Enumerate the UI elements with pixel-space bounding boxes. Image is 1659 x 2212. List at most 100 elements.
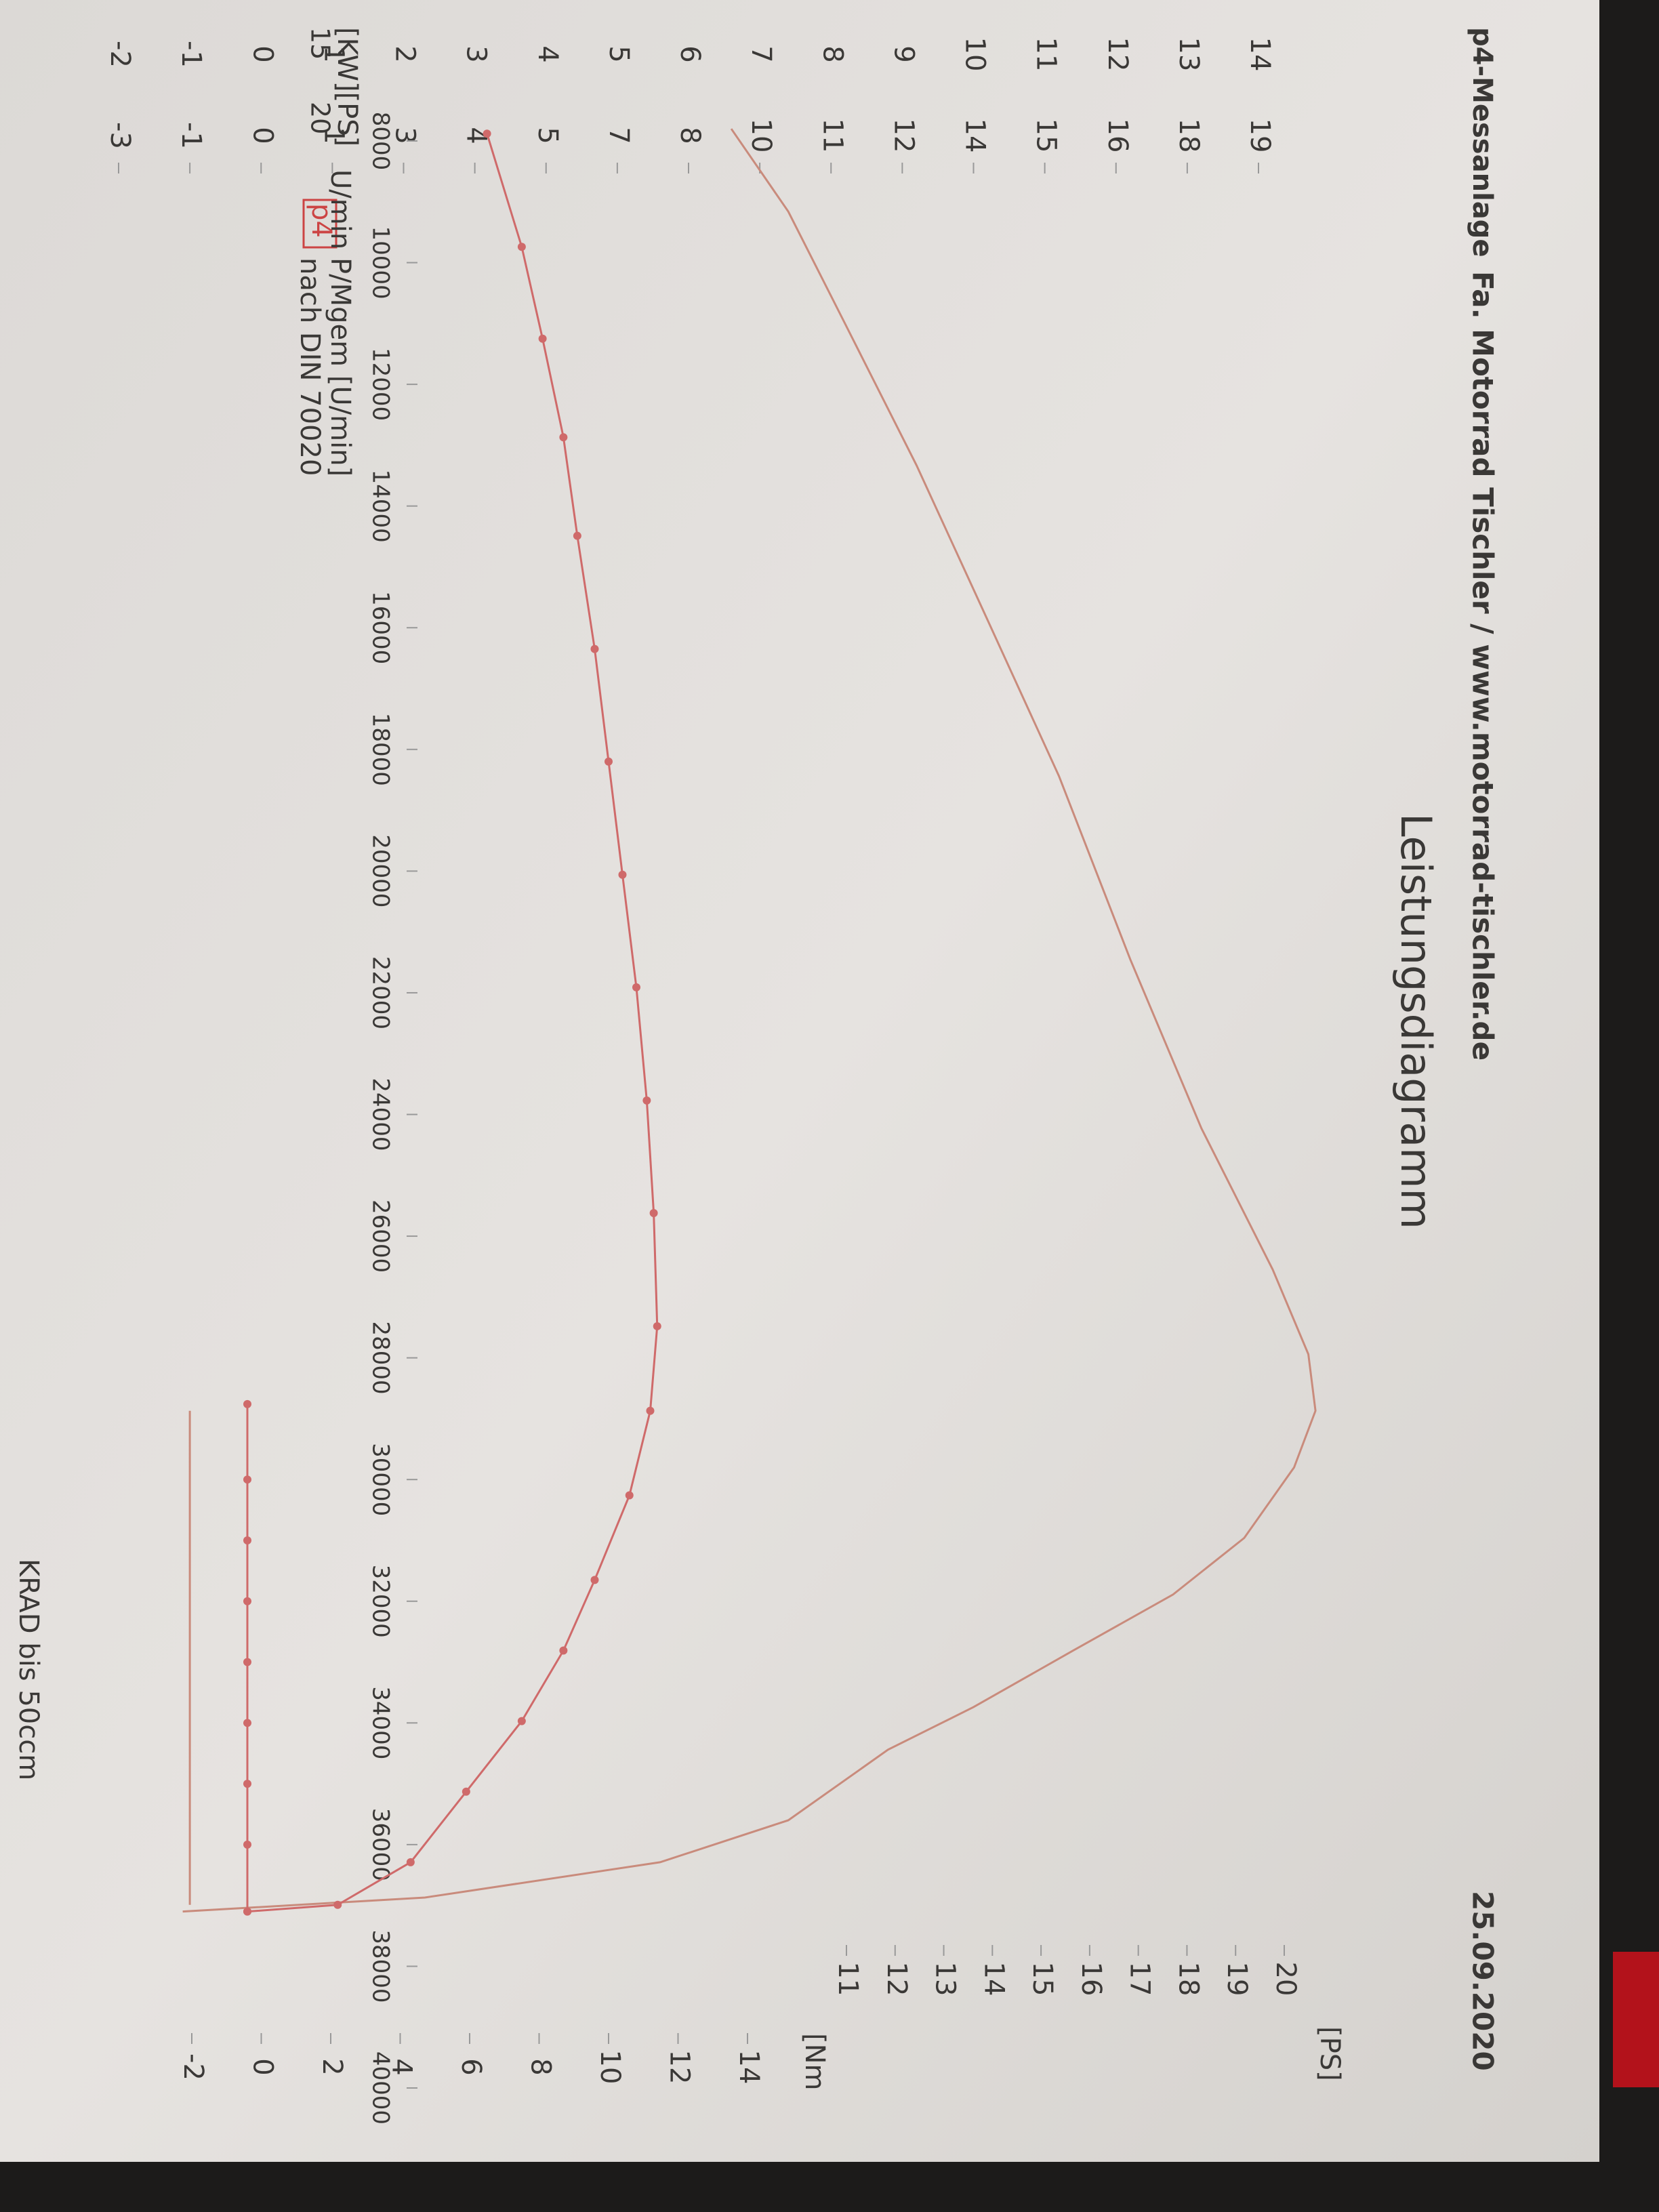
x-tick-label: 26000 xyxy=(367,1200,394,1273)
ps-tick-label: 5 xyxy=(532,127,563,144)
ps-tick-label: 10 xyxy=(745,119,777,153)
x-tick-label: 24000 xyxy=(367,1078,394,1151)
y3-tick-label: 13 xyxy=(930,1962,961,1996)
data-point xyxy=(646,1406,655,1415)
x-tick-label: 8000 xyxy=(367,112,394,171)
header-center: Fa. Motorrad Tischler / www.motorrad-tis… xyxy=(1467,271,1500,1061)
data-point xyxy=(333,1900,342,1909)
data-point xyxy=(243,1719,251,1727)
x-tick-label: 40000 xyxy=(367,2051,394,2125)
data-point xyxy=(483,129,491,138)
y-tick-label: 7 xyxy=(745,45,777,62)
ps-tick-label: 1 xyxy=(318,127,349,144)
x-tick-label: 14000 xyxy=(367,470,394,543)
y-tick-label: 1 xyxy=(318,45,349,62)
y2-tick-label: 14 xyxy=(733,2050,764,2085)
y2-tick-label: -2 xyxy=(178,2053,209,2081)
y3-tick-label: 12 xyxy=(881,1962,912,1996)
y-tick-label: -1 xyxy=(176,41,207,68)
y-axis-label: [KW][PS] xyxy=(331,27,363,146)
data-point xyxy=(559,433,568,442)
ps-tick-label: -1 xyxy=(176,122,207,149)
data-point xyxy=(590,1576,599,1584)
y3-tick-label: 15 xyxy=(1027,1962,1058,1996)
data-point xyxy=(590,644,599,653)
x-tick-label: 10000 xyxy=(367,226,394,299)
data-point xyxy=(649,1208,658,1217)
ps-tick-label: 16 xyxy=(1102,119,1133,153)
x-tick-label: 22000 xyxy=(367,956,394,1029)
data-point xyxy=(243,1399,251,1408)
axis-top-ps: 20 xyxy=(306,102,335,134)
y2-tick-label: 4 xyxy=(386,2058,417,2075)
data-point xyxy=(243,1840,251,1849)
y3-tick-label: 18 xyxy=(1172,1962,1204,1996)
badge: p4 xyxy=(306,203,337,238)
x-tick-label: 12000 xyxy=(367,348,394,421)
data-point xyxy=(632,983,640,991)
y-tick-label: 6 xyxy=(674,45,705,62)
data-point xyxy=(243,1780,251,1788)
data-point xyxy=(243,1658,251,1666)
y-tick-label: -2 xyxy=(104,41,136,68)
data-point xyxy=(573,531,581,540)
x-tick-label: 20000 xyxy=(367,834,394,907)
x-axis-label: U/min xyxy=(325,169,356,249)
x-tick-label: 18000 xyxy=(367,713,394,786)
ps-tick-label: 19 xyxy=(1244,119,1275,153)
y2-tick-label: 10 xyxy=(594,2050,626,2085)
ps-tick-label: 11 xyxy=(817,119,848,153)
y-tick-label: 9 xyxy=(888,45,919,62)
axis-top-kw: 15 xyxy=(306,27,335,60)
x-tick-label: 28000 xyxy=(367,1322,394,1395)
header-left: p4-Messanlage xyxy=(1467,27,1498,258)
y3-tick-label: 14 xyxy=(978,1962,1009,1996)
y-tick-label: 13 xyxy=(1173,37,1204,72)
ps-tick-label: 18 xyxy=(1173,119,1204,153)
header-date: 25.09.2020 xyxy=(1467,1891,1500,2071)
y-tick-label: 8 xyxy=(817,45,848,62)
y2-tick-label: 8 xyxy=(525,2058,556,2075)
y2-tick-label: 2 xyxy=(316,2058,348,2075)
y-tick-label: 3 xyxy=(461,45,492,62)
paper xyxy=(0,0,1599,2162)
ps-tick-label: -3 xyxy=(104,122,136,149)
data-point xyxy=(642,1096,651,1105)
y3-tick-label: 11 xyxy=(832,1962,863,1996)
y-tick-label: 4 xyxy=(532,45,563,62)
x-tick-label: 36000 xyxy=(367,1808,394,1881)
ps-tick-label: 0 xyxy=(247,127,278,144)
data-point xyxy=(243,1475,251,1484)
x-tick-label: 32000 xyxy=(367,1565,394,1638)
badge-box xyxy=(302,199,337,249)
y-tick-label: 0 xyxy=(247,45,278,62)
data-point xyxy=(243,1597,251,1605)
ps-tick-label: 12 xyxy=(888,119,919,153)
ps-tick-label: 15 xyxy=(1031,119,1062,153)
data-point xyxy=(517,1717,526,1725)
data-point xyxy=(625,1491,634,1500)
y3-tick-label: 16 xyxy=(1076,1962,1107,1996)
y3-tick-label: 17 xyxy=(1124,1962,1155,1996)
data-point xyxy=(538,334,547,343)
y3-tick-label: 19 xyxy=(1221,1962,1252,1996)
data-point xyxy=(243,1536,251,1544)
y-tick-label: 12 xyxy=(1102,37,1133,72)
y2-tick-label: 12 xyxy=(664,2050,695,2085)
x-tick-label: 30000 xyxy=(367,1443,394,1516)
ps-tick-label: 14 xyxy=(960,119,991,153)
x-tick-label: 38000 xyxy=(367,1929,394,2003)
data-point xyxy=(243,1907,251,1916)
y-tick-label: 11 xyxy=(1031,37,1062,72)
y2-tick-label: 6 xyxy=(455,2058,487,2075)
y3-axis-label: [PS] xyxy=(1314,2026,1345,2081)
y3-tick-label: 20 xyxy=(1270,1962,1301,1996)
data-point xyxy=(406,1858,415,1866)
y2-tick-label: 0 xyxy=(247,2058,279,2075)
red-object xyxy=(1613,1952,1659,2087)
legend-text: nach DIN 70020 xyxy=(294,258,325,476)
y-tick-label: 14 xyxy=(1244,37,1275,72)
x-tick-label: 34000 xyxy=(367,1686,394,1759)
data-point xyxy=(605,757,613,766)
